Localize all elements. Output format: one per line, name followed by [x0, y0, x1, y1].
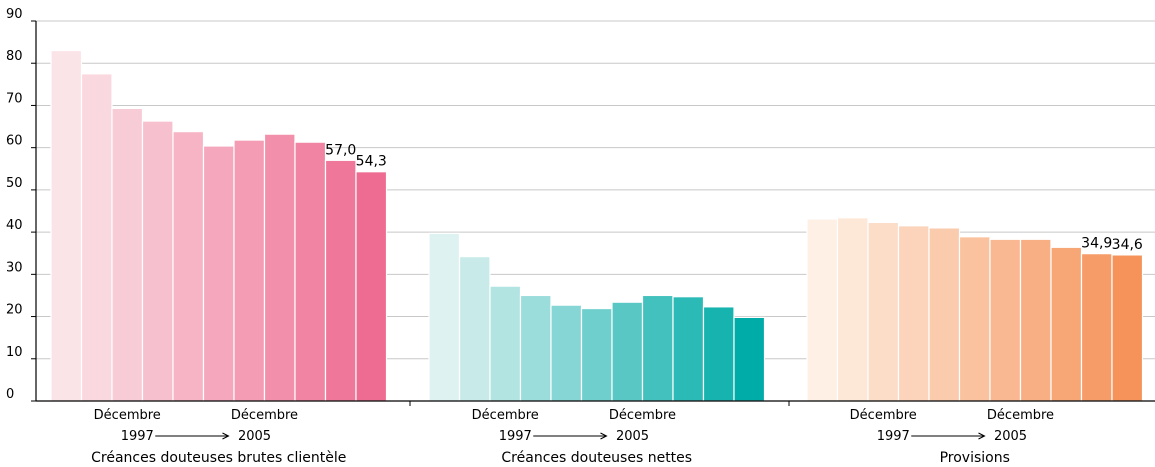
y-tick-label: 80: [6, 49, 23, 64]
bar: [806, 218, 839, 402]
arrow-head-icon: [222, 432, 230, 440]
bar: [1050, 246, 1083, 402]
period-start-year: 1997: [499, 429, 532, 444]
bar: [355, 171, 388, 402]
bar: [263, 133, 296, 402]
period-start-year: 1997: [877, 429, 910, 444]
bars: [50, 49, 1144, 402]
arrow-head-icon: [600, 432, 608, 440]
bar: [141, 120, 174, 402]
bar: [550, 304, 583, 402]
y-tick-label: 60: [6, 134, 23, 149]
data-label: 57,0: [325, 142, 356, 158]
period-end-label: Décembre: [231, 408, 298, 423]
bar: [80, 73, 113, 402]
y-tick-label: 30: [6, 260, 23, 275]
bar: [867, 221, 900, 402]
y-tick-label: 20: [6, 303, 23, 318]
period-start-label: Décembre: [850, 408, 917, 423]
bar: [672, 296, 705, 402]
bar: [928, 227, 961, 402]
group-name: Provisions: [940, 450, 1010, 466]
period-end-year: 2005: [616, 429, 649, 444]
bar: [324, 159, 357, 402]
bar: [897, 225, 930, 402]
bar: [519, 294, 552, 402]
bar: [172, 131, 205, 402]
axes: [35, 21, 1155, 406]
period-start-year: 1997: [121, 429, 154, 444]
data-labels: 57,054,3 34,9 34,6: [325, 142, 1143, 253]
bar: [294, 141, 327, 402]
bar: [580, 307, 613, 402]
bar: [458, 256, 491, 402]
bar: [233, 139, 266, 402]
bar: [489, 285, 522, 402]
data-label: 54,3: [356, 154, 387, 170]
y-axis-ticks: 0 10 20 30 40 50 60 70 80 90: [6, 7, 36, 402]
bar: [702, 306, 735, 402]
y-tick-label: 90: [6, 7, 23, 22]
arrow-head-icon: [978, 432, 986, 440]
y-tick-label: 40: [6, 218, 23, 233]
period-start-label: Décembre: [94, 408, 161, 423]
bar: [428, 232, 461, 402]
y-tick-label: 50: [6, 176, 23, 191]
bar: [989, 238, 1022, 402]
y-tick-label: 70: [6, 91, 23, 106]
bar: [733, 316, 766, 402]
period-end-label: Décembre: [609, 408, 676, 423]
group-name: Créances douteuses nettes: [501, 450, 692, 466]
bar: [611, 301, 644, 402]
data-label: 34,9: [1081, 236, 1112, 252]
bar: [1111, 254, 1144, 402]
data-label: 34,6: [1112, 237, 1143, 253]
period-end-label: Décembre: [987, 408, 1054, 423]
period-start-label: Décembre: [472, 408, 539, 423]
bar: [958, 236, 991, 402]
bar: [111, 107, 144, 402]
group-name: Créances douteuses brutes clientèle: [91, 450, 346, 466]
bar: [202, 145, 235, 402]
period-end-year: 2005: [238, 429, 271, 444]
y-tick-label: 0: [6, 387, 14, 402]
period-end-year: 2005: [994, 429, 1027, 444]
bar: [1080, 253, 1113, 402]
y-tick-label: 10: [6, 345, 23, 360]
bar: [1019, 238, 1052, 402]
bar: [641, 294, 674, 402]
bar: [836, 217, 869, 402]
bar: [50, 49, 83, 402]
group-labels: Décembre 1997 Décembre 2005 Créances douteus…: [91, 408, 1054, 466]
